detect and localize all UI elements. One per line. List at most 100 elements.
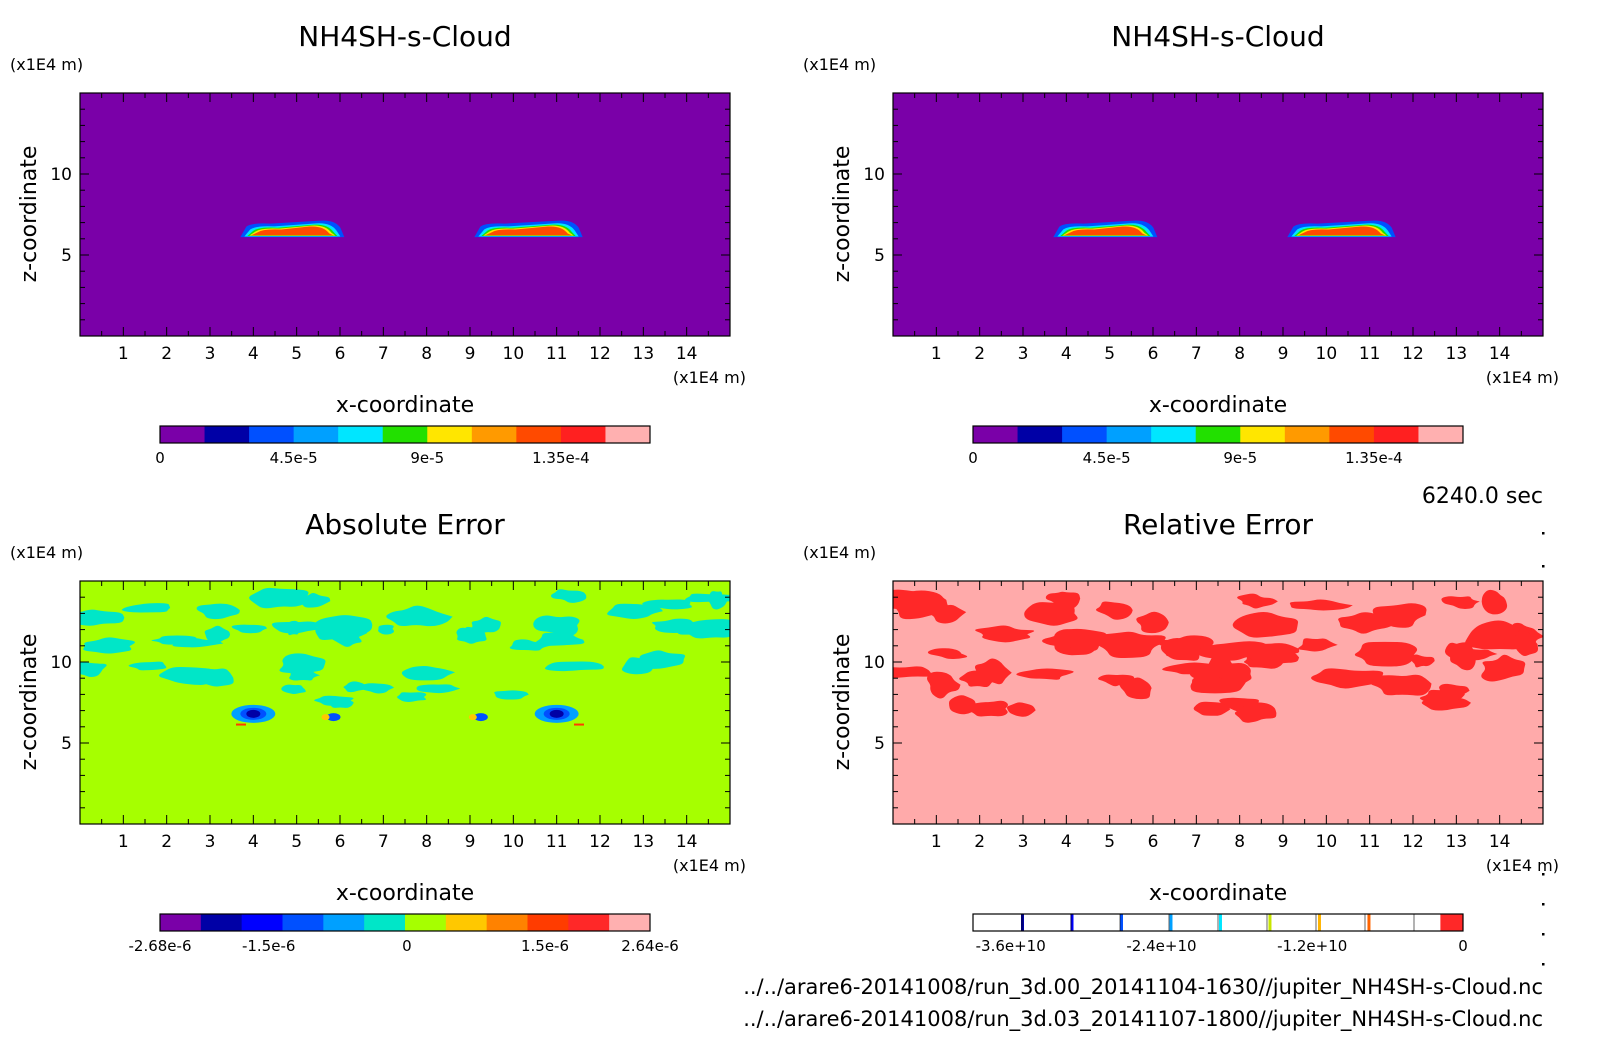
colorbar-segment: [1062, 426, 1108, 443]
error-contour: [927, 671, 961, 699]
x-tick-label: 13: [633, 344, 655, 364]
colorbar-tick-label: 0: [1458, 937, 1468, 955]
x-unit-label: (x1E4 m): [1486, 856, 1559, 875]
panel-title: NH4SH-s-Cloud: [298, 20, 511, 53]
colorbar-segment: [1195, 426, 1241, 443]
x-tick-label: 6: [1148, 832, 1159, 852]
colorbar-frame: [159, 913, 651, 932]
x-tick-label: 11: [1359, 832, 1381, 852]
x-axis-title: x-coordinate: [1149, 881, 1287, 906]
x-tick-label: 8: [1234, 832, 1245, 852]
error-contour: [196, 603, 240, 620]
error-contour: [1368, 674, 1432, 696]
x-tick-label: 14: [1489, 832, 1511, 852]
colorbar-level-line: [1218, 914, 1222, 931]
colorbar-segment: [382, 426, 428, 443]
y-tick-label: 5: [874, 246, 885, 266]
panel-title: NH4SH-s-Cloud: [1111, 20, 1324, 53]
error-contour: [386, 605, 453, 627]
x-tick-label: 2: [161, 832, 172, 852]
error-contour: [321, 714, 330, 721]
y-axis-title: z-coordinate: [17, 146, 42, 283]
x-tick-label: 10: [1316, 344, 1338, 364]
error-contour: [359, 683, 395, 694]
cloud-contour: [485, 226, 572, 236]
y-axis-title: z-coordinate: [830, 146, 855, 283]
error-contour: [621, 657, 656, 675]
error-contour: [1024, 602, 1078, 626]
colorbar-segment: [282, 914, 324, 931]
colorbar-segment: [293, 426, 339, 443]
colorbar-tick-label: 4.5e-5: [1083, 449, 1131, 467]
error-contour: [550, 589, 587, 603]
plot-background: [893, 93, 1543, 336]
panel-bottom-left: Absolute Error (x1E4 m) (x1E4 m) x-coord…: [10, 508, 746, 955]
x-tick-label: 12: [589, 832, 611, 852]
x-tick-label: 4: [248, 344, 259, 364]
error-contour: [281, 684, 306, 694]
colorbar-tick-label: -2.4e+10: [1126, 937, 1196, 955]
error-contour: [249, 587, 309, 609]
x-tick-label: 14: [1489, 344, 1511, 364]
x-tick-label: 3: [205, 832, 216, 852]
colorbar-frame: [972, 913, 1464, 932]
colorbar-level-line: [1070, 914, 1074, 931]
y-tick-label: 10: [50, 165, 72, 185]
colorbar-segment: [160, 426, 206, 443]
x-tick-label: 5: [291, 832, 302, 852]
x-tick-label: 6: [335, 832, 346, 852]
colorbar-level-line: [1169, 914, 1173, 931]
colorbar: -3.6e+10 -2.4e+10 -1.2e+10 0: [972, 913, 1468, 955]
colorbar-segment: [200, 914, 243, 931]
error-contour: [1094, 631, 1166, 659]
error-contour: [549, 709, 564, 718]
x-tick-label: 10: [503, 832, 525, 852]
error-contour: [128, 661, 167, 671]
error-contour: [271, 621, 319, 634]
error-contour: [231, 624, 267, 634]
colorbar-segment: [609, 914, 651, 931]
field-contours: [893, 589, 1543, 723]
error-contour: [1193, 701, 1231, 716]
x-tick-label: 9: [1278, 344, 1289, 364]
error-contour: [708, 591, 728, 610]
x-tick-label: 5: [1104, 832, 1115, 852]
x-tick-label: 13: [633, 832, 655, 852]
colorbar-frame: [159, 425, 651, 444]
error-contour: [509, 639, 551, 651]
colorbar-segment: [471, 426, 517, 443]
x-tick-label: 12: [1402, 344, 1424, 364]
error-contour: [1237, 593, 1278, 609]
error-contour: [966, 700, 1008, 717]
error-contour: [1006, 702, 1036, 717]
error-contour: [1449, 642, 1476, 671]
y-tick-label: 10: [863, 165, 885, 185]
y-unit-label: (x1E4 m): [10, 55, 83, 74]
x-tick-label: 1: [118, 344, 129, 364]
colorbar-tick-label: 0: [968, 449, 978, 467]
cloud-contour: [1298, 226, 1385, 236]
x-tick-label: 4: [1061, 344, 1072, 364]
error-contour: [1481, 654, 1526, 682]
margin-dots: [1542, 532, 1545, 966]
panel-bottom-right: Relative Error (x1E4 m) (x1E4 m) x-coord…: [803, 508, 1559, 955]
error-contour: [1338, 612, 1398, 634]
error-contour: [1311, 668, 1384, 689]
error-contour: [1042, 628, 1107, 652]
colorbar-segment: [1440, 914, 1463, 931]
error-contour: [974, 658, 1012, 685]
colorbar-segment: [486, 914, 528, 931]
field-contours: [240, 220, 583, 238]
error-contour: [1441, 596, 1480, 609]
colorbar-tick-label: 2.64e-6: [621, 937, 679, 955]
colorbar-level-line: [1317, 914, 1321, 931]
colorbar-segment: [1329, 426, 1375, 443]
error-contour: [669, 624, 728, 635]
error-contour: [1098, 674, 1135, 687]
y-tick-label: 5: [61, 734, 72, 754]
colorbar-tick-label: 9e-5: [1223, 449, 1257, 467]
colorbar-segment: [405, 914, 447, 931]
error-contour: [533, 615, 580, 636]
x-unit-label: (x1E4 m): [673, 856, 746, 875]
x-axis-title: x-coordinate: [336, 881, 474, 906]
